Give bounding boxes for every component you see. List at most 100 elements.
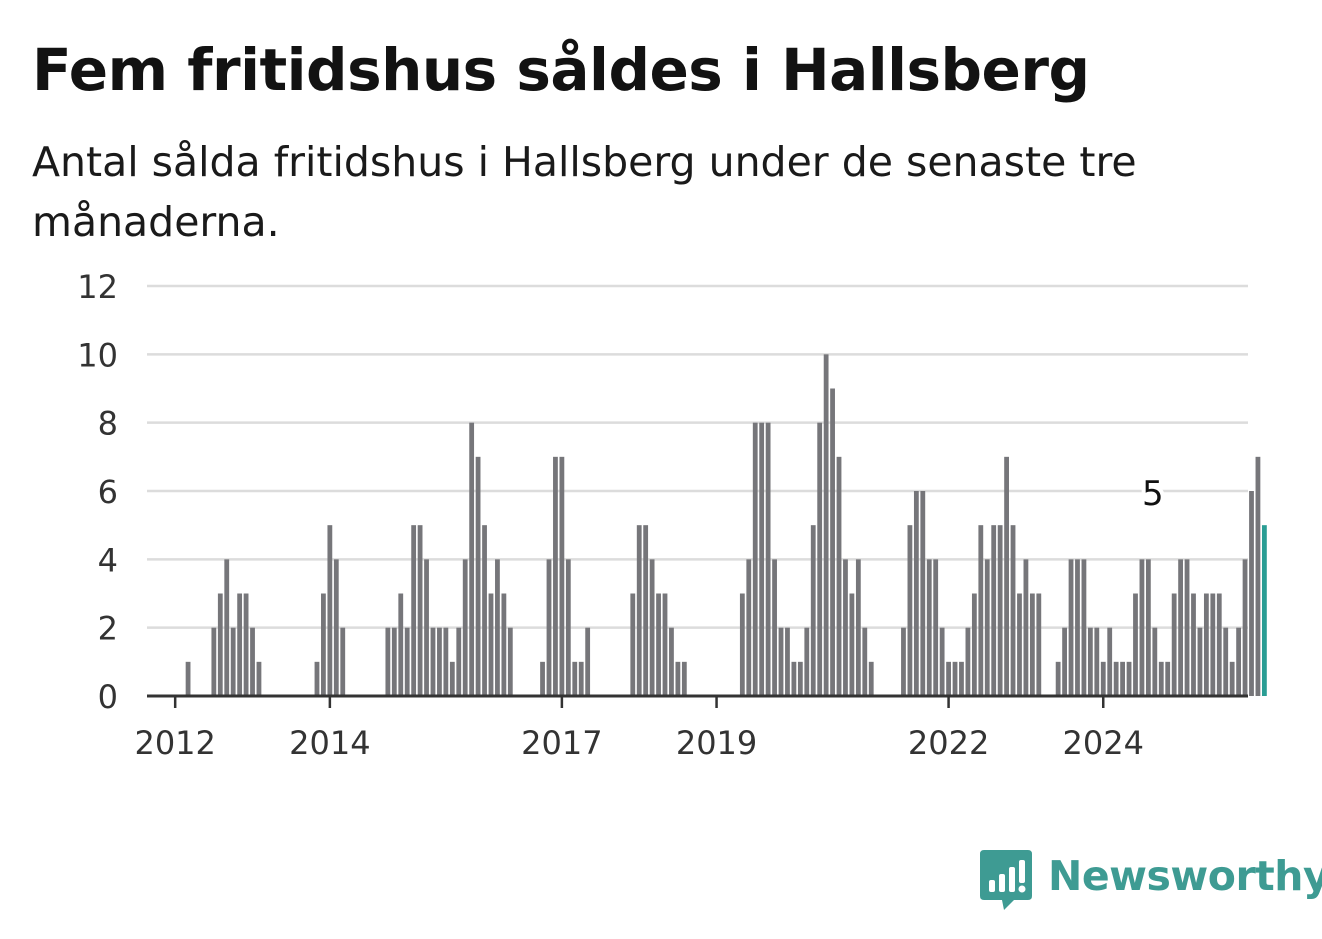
bar [1197, 627, 1203, 696]
bar [565, 559, 571, 696]
bar [1216, 593, 1222, 696]
bar [662, 593, 668, 696]
brand-name: Newsworthy [1048, 852, 1322, 900]
y-tick-label: 12 [77, 268, 118, 306]
bar [778, 627, 784, 696]
bar [971, 593, 977, 696]
bar [1236, 627, 1242, 696]
bar [901, 627, 906, 696]
bar [559, 456, 565, 696]
bar [495, 559, 500, 696]
bar [1139, 559, 1145, 696]
bar [765, 422, 771, 696]
data-label-halo: 5 [1142, 474, 1164, 514]
bar [572, 661, 578, 696]
bar [501, 593, 507, 696]
bar [843, 559, 848, 696]
bar [456, 627, 462, 696]
x-axis: 2012 2014 2017 2019 2022 2024 [134, 694, 1248, 762]
bar [1178, 559, 1183, 696]
bar-series [185, 354, 1267, 696]
bar [939, 627, 945, 696]
bar [907, 525, 913, 696]
bar [1152, 627, 1158, 696]
bar [411, 525, 417, 696]
bar [868, 661, 874, 696]
bar [630, 593, 636, 696]
bar [437, 627, 442, 696]
bar [256, 661, 262, 696]
bar [424, 559, 429, 696]
bar [462, 559, 468, 696]
bar [791, 661, 797, 696]
bar [1223, 627, 1229, 696]
bar [836, 456, 842, 696]
bar [250, 627, 255, 696]
bar [1158, 661, 1164, 696]
bar [185, 661, 191, 696]
bar [1017, 593, 1022, 696]
bar [230, 627, 236, 696]
bar [398, 593, 404, 696]
bar [862, 627, 868, 696]
bar [675, 661, 681, 696]
bar [1191, 593, 1196, 696]
x-tick-label: 2017 [521, 724, 602, 762]
bar [1165, 661, 1171, 696]
bar [1010, 525, 1016, 696]
bar [1171, 593, 1177, 696]
bar [1075, 559, 1080, 696]
bar [1133, 593, 1138, 696]
bar [321, 593, 326, 696]
newsworthy-logo-icon [980, 850, 1032, 910]
bar [959, 661, 964, 696]
bar [926, 559, 932, 696]
bar [1087, 627, 1093, 696]
bar [469, 422, 475, 696]
bar [417, 525, 423, 696]
bar [656, 593, 661, 696]
bar [1062, 627, 1067, 696]
bar [333, 559, 339, 696]
bar [1126, 661, 1132, 696]
bar [1184, 559, 1190, 696]
bar [327, 525, 333, 696]
bar [1255, 456, 1261, 696]
bar [237, 593, 243, 696]
bar-highlight [1261, 525, 1267, 696]
y-axis: 0 2 4 6 8 10 12 [77, 268, 118, 716]
bar [817, 422, 823, 696]
bar [540, 661, 545, 696]
bar [681, 661, 687, 696]
bar [1145, 559, 1151, 696]
bar [1029, 593, 1035, 696]
bar [430, 627, 436, 696]
x-tick-label: 2012 [134, 724, 215, 762]
x-tick-label: 2024 [1063, 724, 1144, 762]
bar [385, 627, 391, 696]
bar [746, 559, 752, 696]
bar [546, 559, 552, 696]
bar [482, 525, 487, 696]
brand-logo[interactable]: Newsworthy [980, 848, 1322, 912]
bar [649, 559, 655, 696]
bar [488, 593, 494, 696]
bar [243, 593, 249, 696]
bar [1242, 559, 1248, 696]
x-tick-label: 2014 [289, 724, 370, 762]
bar [997, 525, 1003, 696]
bar [855, 559, 861, 696]
bar [823, 354, 829, 696]
bar [443, 627, 449, 696]
bar [340, 627, 346, 696]
bar [1094, 627, 1100, 696]
bar [1203, 593, 1209, 696]
bar [669, 627, 674, 696]
bar [772, 559, 777, 696]
bar [404, 627, 410, 696]
chart-subtitle: Antal sålda fritidshus i Hallsberg under… [32, 138, 1137, 246]
bar [224, 559, 230, 696]
bar [739, 593, 745, 696]
bar [1004, 456, 1009, 696]
